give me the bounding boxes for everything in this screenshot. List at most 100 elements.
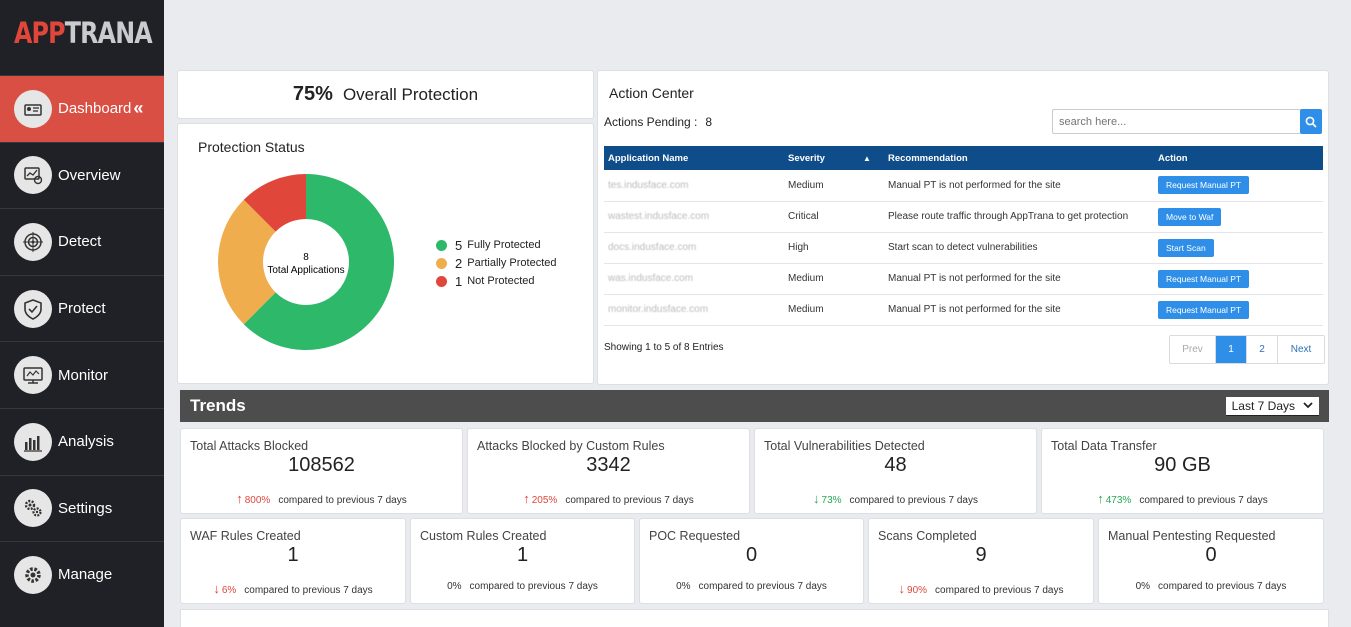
apptrana-logo[interactable]: APPTRANA	[0, 0, 153, 75]
trend-card[interactable]: Total Attacks Blocked 108562 ↑ 800% compared…	[180, 428, 463, 514]
col-recommendation[interactable]: Recommendation	[888, 152, 968, 164]
sidebar-item-dashboard[interactable]: Dashboard «	[0, 75, 164, 142]
col-severity[interactable]: Severity ▲	[784, 146, 884, 170]
recommendation: Please route traffic through AppTrana to…	[884, 201, 1154, 233]
table-row: tes.indusface.com Medium Manual PT is not …	[604, 170, 1323, 202]
trend-percent: 205%	[531, 495, 558, 506]
bottom-panels-strip	[180, 609, 1329, 627]
donut-slice-partially-protected[interactable]	[218, 199, 276, 325]
sidebar-item-analysis[interactable]: Analysis	[0, 407, 164, 475]
protection-donut-chart: 8 Total Applications	[218, 174, 394, 350]
col-application-name[interactable]: Application Name	[608, 152, 689, 164]
period-select[interactable]: Last 7 Days	[1225, 396, 1319, 416]
trend-value: 9	[975, 544, 987, 566]
legend-dot	[436, 257, 447, 269]
sidebar-item-detect[interactable]: Detect	[0, 208, 164, 275]
legend-item[interactable]: 5 Fully Protected	[436, 236, 557, 254]
trend-compare-text: compared to previous 7 days	[1158, 581, 1287, 592]
row-action-button[interactable]: Request Manual PT	[1158, 176, 1250, 195]
page-1-button[interactable]: 1	[1216, 336, 1247, 363]
sidebar-item-monitor[interactable]: Monitor	[0, 341, 164, 408]
sort-ascending-icon[interactable]: ▲	[862, 153, 871, 163]
row-action-button[interactable]: Request Manual PT	[1158, 269, 1250, 288]
sidebar-item-label: Analysis	[58, 433, 114, 451]
trend-label: Scans Completed	[878, 529, 977, 543]
trend-value: 48	[884, 454, 907, 476]
sidebar-item-manage[interactable]: Manage	[0, 541, 164, 608]
arrow-down-icon: ↓	[813, 491, 820, 506]
trend-compare-text: compared to previous 7 days	[469, 581, 598, 592]
trend-percent: 0%	[447, 581, 462, 592]
search-button[interactable]	[1300, 109, 1322, 134]
sidebar-item-label: Detect	[58, 233, 102, 251]
trend-comparison: ↓ 90% compared to previous 7 days	[869, 581, 1093, 596]
trend-card[interactable]: Attacks Blocked by Custom Rules 3342 ↑ 205%…	[467, 428, 750, 514]
next-page-button[interactable]: Next	[1290, 344, 1312, 355]
donut-slice-fully-protected[interactable]	[243, 174, 394, 350]
trend-comparison: ↓ 73% compared to previous 7 days	[755, 491, 1036, 506]
arrow-down-icon: ↓	[898, 581, 906, 596]
prev-page-button[interactable]: Prev	[1170, 336, 1216, 363]
trend-label: Total Vulnerabilities Detected	[764, 439, 925, 453]
sidebar-item-settings[interactable]: Settings	[0, 474, 164, 542]
application-name[interactable]: was.indusface.com	[604, 263, 784, 295]
sidebar-item-label: Manage	[58, 566, 113, 584]
page-2-button[interactable]: 2	[1247, 336, 1278, 363]
trend-card[interactable]: Manual Pentesting Requested 0 0% compared t…	[1098, 518, 1324, 604]
trend-compare-text: compared to previous 7 days	[849, 495, 978, 506]
period-select-value: Last 7 Days	[1231, 398, 1295, 413]
application-name[interactable]: wastest.indusface.com	[604, 201, 784, 233]
trend-card[interactable]: Total Vulnerabilities Detected 48 ↓ 73% comp…	[754, 428, 1037, 514]
recommendation: Manual PT is not performed for the site	[884, 170, 1154, 202]
trend-card[interactable]: Total Data Transfer 90 GB ↑ 473% compared to…	[1041, 428, 1324, 514]
trend-card[interactable]: WAF Rules Created 1 ↓ 6% compared to previou…	[180, 518, 406, 604]
actions-pending-count: 8	[705, 115, 713, 129]
monitor-icon	[14, 356, 52, 395]
trend-percent: 73%	[821, 495, 842, 506]
trend-label: Total Attacks Blocked	[190, 439, 309, 453]
search-input[interactable]	[1052, 109, 1301, 134]
severity: Medium	[784, 263, 884, 295]
severity: Critical	[784, 201, 884, 233]
trend-card[interactable]: Custom Rules Created 1 0% compared to previ…	[410, 518, 635, 604]
recommendation: Start scan to detect vulnerabilities	[884, 232, 1154, 264]
legend-item[interactable]: 2 Partially Protected	[436, 254, 557, 272]
overall-protection-label: Overall Protection	[342, 84, 479, 104]
trend-card[interactable]: POC Requested 0 0% compared to previous 7 d…	[639, 518, 864, 604]
sidebar-item-protect[interactable]: Protect	[0, 274, 164, 342]
sidebar-item-overview[interactable]: Overview	[0, 141, 164, 209]
sidebar-item-label: Monitor	[58, 366, 109, 384]
table-row: wastest.indusface.com Critical Please rout…	[604, 201, 1323, 233]
trend-comparison: ↑ 205% compared to previous 7 days	[468, 491, 749, 506]
cog-icon	[14, 555, 52, 594]
target-icon	[14, 222, 52, 261]
row-action-button[interactable]: Start Scan	[1158, 238, 1214, 257]
logo-part-trana: TRANA	[64, 16, 153, 50]
table-row: docs.indusface.com High Start scan to dete…	[604, 232, 1323, 264]
legend-item[interactable]: 1 Not Protected	[436, 272, 557, 290]
col-action[interactable]: Action	[1158, 152, 1188, 164]
recommendation: Manual PT is not performed for the site	[884, 294, 1154, 326]
legend-count: 1	[455, 273, 463, 289]
row-action-button[interactable]: Request Manual PT	[1158, 300, 1250, 319]
arrow-down-icon: ↓	[213, 581, 220, 596]
row-action-button[interactable]: Move to Waf	[1158, 207, 1222, 226]
arrow-up-icon: ↑	[1097, 491, 1104, 506]
protection-status-title: Protection Status	[198, 139, 305, 155]
action-center-card: Action Center Actions Pending : 8 Applica…	[597, 70, 1329, 385]
action-center-title: Action Center	[609, 85, 694, 101]
action-cell: Start Scan	[1154, 232, 1323, 264]
application-name[interactable]: docs.indusface.com	[604, 232, 784, 264]
trend-comparison: ↓ 6% compared to previous 7 days	[181, 581, 405, 596]
sidebar-item-label: Settings	[58, 499, 113, 517]
arrow-up-icon: ↑	[236, 491, 243, 506]
table-row: monitor.indusface.com Medium Manual PT is …	[604, 294, 1323, 326]
overall-protection-card: 75% Overall Protection	[177, 70, 594, 119]
bar-chart-icon	[14, 422, 52, 461]
donut-slice-not-protected[interactable]	[243, 174, 306, 232]
overview-icon	[14, 156, 52, 195]
application-name[interactable]: monitor.indusface.com	[604, 294, 784, 326]
collapse-sidebar-icon[interactable]: «	[133, 98, 144, 119]
trend-card[interactable]: Scans Completed 9 ↓ 90% compared to previous…	[868, 518, 1094, 604]
application-name[interactable]: tes.indusface.com	[604, 170, 784, 202]
